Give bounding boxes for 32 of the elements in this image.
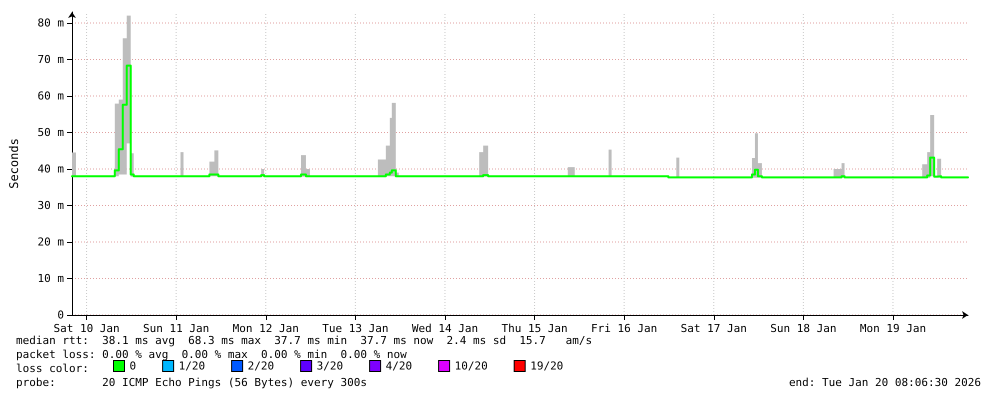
x-tick-label: Fri 16 Jan	[591, 322, 658, 335]
x-tick-label: Thu 15 Jan	[501, 322, 568, 335]
legend-label: 3/20	[316, 360, 344, 372]
x-tick-label: Sun 11 Jan	[143, 322, 210, 335]
x-tick-label: Mon 19 Jan	[860, 322, 926, 335]
legend-label: 1/20	[178, 360, 206, 372]
text: probe: 20 ICMP Echo Pings (56 Bytes) every 300s	[16, 376, 367, 390]
x-tick-label: Wed 14 Jan	[412, 322, 478, 335]
y-axis-title: Seconds	[7, 138, 21, 189]
x-tick-label: Sat 17 Jan	[680, 322, 747, 335]
y-tick-label: 40 m	[38, 162, 64, 176]
text: median rtt: 38.1 ms avg 68.3 ms max 37.7 ms min 37.7 ms now 2.4 ms sd 15.7 am/s	[16, 334, 592, 348]
y-tick-label: 70 m	[38, 52, 64, 66]
x-tick-label: Sun 18 Jan	[770, 322, 836, 335]
legend-label: 0	[130, 360, 136, 372]
x-tick-label: Mon 12 Jan	[232, 322, 299, 335]
text: loss color:	[16, 362, 89, 376]
y-tick-label: 30 m	[38, 198, 64, 212]
y-tick-label: 80 m	[38, 16, 64, 30]
legend-label: 19/20	[530, 360, 564, 372]
x-tick-label: Tue 13 Jan	[322, 322, 388, 335]
y-tick-label: 60 m	[38, 89, 64, 102]
text: end: Tue Jan 20 08:06:30 2026	[788, 376, 981, 390]
y-tick-label: 0	[57, 308, 64, 322]
y-tick-label: 10 m	[38, 272, 64, 285]
y-tick-label: 20 m	[38, 235, 64, 248]
legend-label: 2/20	[248, 360, 274, 372]
legend-label: 10/20	[454, 360, 488, 372]
y-tick-label: 50 m	[38, 126, 64, 139]
legend-label: 4/20	[386, 360, 412, 372]
x-tick-label: Sat 10 Jan	[53, 322, 120, 335]
text: packet loss: 0.00 % avg 0.00 % max 0.00 % min 0.00 % now	[16, 348, 407, 361]
